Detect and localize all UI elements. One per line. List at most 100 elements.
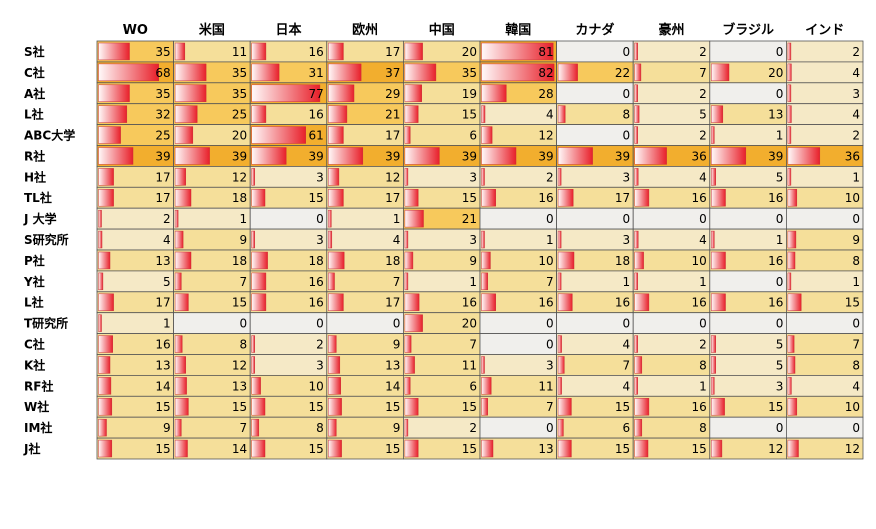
heatmap-cell: 39 <box>709 145 787 167</box>
heatmap-cell: 39 <box>402 145 481 167</box>
data-bar <box>174 168 186 186</box>
data-bar <box>634 293 650 311</box>
cell-value: 39 <box>155 149 170 163</box>
heatmap-cell: 11 <box>173 40 251 63</box>
data-bar <box>481 147 517 165</box>
cell-value: 15 <box>385 400 400 414</box>
cell-value: 10 <box>845 191 860 205</box>
cell-value: 1 <box>623 275 631 289</box>
column-label: 米国 <box>199 22 225 38</box>
column-label: 欧州 <box>352 22 378 38</box>
heatmap-cell: 3 <box>249 228 328 251</box>
data-bar <box>634 63 642 82</box>
cell-value: 1 <box>393 212 401 226</box>
cell-value: 39 <box>615 149 630 163</box>
heatmap-cell: 14 <box>96 374 174 397</box>
heatmap-cell: 4 <box>632 228 711 251</box>
cell-value: 0 <box>776 317 784 331</box>
row-label: TL社 <box>24 190 52 205</box>
heatmap-cell: 17 <box>96 291 174 314</box>
data-bar <box>251 63 280 82</box>
heatmap-cell: 3 <box>556 228 634 251</box>
cell-value: 1 <box>469 275 477 289</box>
data-bar <box>634 251 644 270</box>
cell-value: 39 <box>538 149 553 163</box>
data-bar <box>481 439 494 458</box>
heatmap-cell: 13 <box>326 354 404 376</box>
cell-value: 7 <box>699 66 707 80</box>
cell-value: 2 <box>852 45 860 59</box>
cell-value: 1 <box>240 212 248 226</box>
cell-value: 12 <box>845 442 860 456</box>
data-bar <box>787 84 792 102</box>
data-bar <box>711 189 726 207</box>
heatmap-cell: 7 <box>402 333 481 355</box>
heatmap-cell: 15 <box>96 437 174 460</box>
cell-value: 5 <box>776 170 784 184</box>
cell-value: 0 <box>852 421 860 435</box>
heatmap-cell: 35 <box>96 40 174 63</box>
data-bar <box>174 251 192 270</box>
heatmap-cell: 14 <box>326 374 404 397</box>
data-bar <box>251 105 267 123</box>
cell-value: 17 <box>385 45 400 59</box>
cell-value: 9 <box>393 421 401 435</box>
cell-value: 16 <box>768 254 783 268</box>
heatmap-cell: 9 <box>96 416 174 439</box>
heatmap-cell: 16 <box>249 270 328 293</box>
row-labels: S社 C社 A社 L社 ABC大学 R社 H社 TL社 J 大学 S研究所 P社 Y社 L社 T研究所 C社… <box>23 44 75 456</box>
data-bar <box>174 105 198 123</box>
heatmap-cell: 39 <box>479 145 557 167</box>
row-label: L社 <box>24 295 44 310</box>
data-bar <box>404 377 411 395</box>
cell-value: 0 <box>546 421 554 435</box>
heatmap-cell: 35 <box>173 61 251 84</box>
cell-value: 12 <box>232 170 247 184</box>
heatmap-cell: 15 <box>556 437 634 460</box>
heatmap-cell: 16 <box>632 291 711 314</box>
cell-value: 0 <box>393 317 401 331</box>
data-bar <box>711 439 723 458</box>
data-bar <box>174 147 210 165</box>
column-label: WO <box>123 23 148 38</box>
heatmap-cell: 3 <box>249 165 328 188</box>
data-bar <box>481 251 491 270</box>
heatmap-cell: 9 <box>326 333 404 355</box>
data-bar <box>557 147 593 165</box>
cell-value: 15 <box>155 442 170 456</box>
row-label: K社 <box>24 357 45 372</box>
data-bar <box>251 356 255 374</box>
cell-value: 37 <box>385 66 400 80</box>
data-bar <box>328 147 364 165</box>
data-bar <box>174 398 189 416</box>
data-bar <box>174 272 182 291</box>
data-bar <box>328 42 344 61</box>
cell-value: 3 <box>852 87 860 101</box>
cell-value: 12 <box>385 170 400 184</box>
cell-value: 6 <box>469 379 477 393</box>
data-bar <box>787 126 792 144</box>
data-bar <box>481 293 496 311</box>
heatmap-cell: 16 <box>249 40 328 63</box>
heatmap-cell: 3 <box>479 354 557 376</box>
cell-value: 35 <box>155 45 170 59</box>
cell-value: 8 <box>852 358 860 372</box>
data-bar <box>634 126 638 144</box>
heatmap-cell: 14 <box>173 437 251 460</box>
cell-value: 1 <box>852 170 860 184</box>
cell-value: 28 <box>538 87 553 101</box>
data-bar <box>174 209 179 228</box>
heatmap-cell: 15 <box>249 186 328 209</box>
data-bar <box>98 398 113 416</box>
cell-value: 8 <box>316 421 324 435</box>
cell-value: 13 <box>232 379 247 393</box>
cell-value: 11 <box>462 358 477 372</box>
data-bar <box>98 63 159 82</box>
cell-value: 35 <box>462 66 477 80</box>
heatmap-cell: 68 <box>96 61 174 84</box>
cell-value: 35 <box>155 87 170 101</box>
heatmap-cell: 5 <box>709 333 787 355</box>
heatmap-cell: 1 <box>786 270 864 293</box>
heatmap-cell: 16 <box>249 291 328 314</box>
heatmap-cell: 1 <box>556 270 634 293</box>
